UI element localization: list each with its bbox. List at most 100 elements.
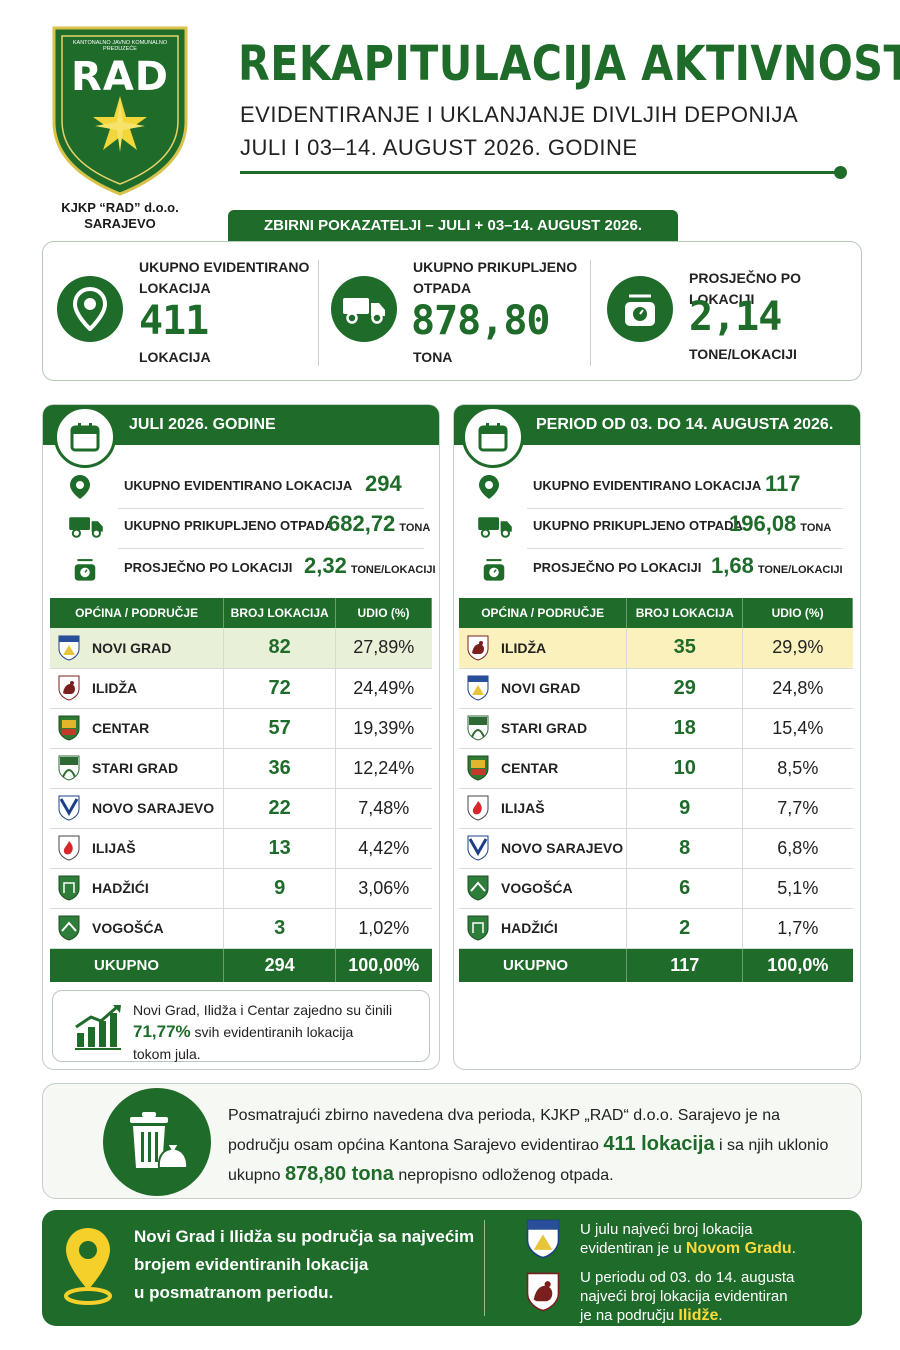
footer-august-line1: U periodu od 03. do 14. augusta <box>580 1269 795 1286</box>
table-row: HADŽIĆI 2 1,7% <box>459 908 853 949</box>
municipality-crest-icon <box>467 635 489 661</box>
municipality-crest-icon <box>58 835 80 861</box>
municipality-cell: VOGOŠĆA <box>459 868 627 909</box>
calendar-icon <box>462 406 524 468</box>
municipality-cell: NOVO SARAJEVO <box>459 828 627 869</box>
col-header-count: BROJ LOKACIJA <box>626 598 744 628</box>
municipality-name: ILIJAŠ <box>92 840 136 856</box>
table-header-row: OPĆINA / PODRUČJE BROJ LOKACIJA UDIO (%) <box>459 598 853 628</box>
july-note-line2: svih evidentiranih lokacija <box>190 1024 354 1040</box>
table-row: ILIJAŠ 13 4,42% <box>50 828 432 869</box>
share-cell: 7,48% <box>335 788 432 829</box>
municipality-name: HADŽIĆI <box>501 920 558 936</box>
org-name-line2: SARAJEVO <box>84 216 156 231</box>
municipality-cell: ILIDŽA <box>50 668 224 709</box>
july-table: OPĆINA / PODRUČJE BROJ LOKACIJA UDIO (%)… <box>50 598 432 982</box>
table-total-row: UKUPNO 294 100,00% <box>50 948 432 982</box>
august-stat-average-unit: TONE/LOKACIJI <box>757 564 843 576</box>
trash-bin-icon <box>103 1088 211 1196</box>
observation-part3: nepropisno odloženog otpada. <box>393 1167 614 1184</box>
municipality-cell: STARI GRAD <box>459 708 627 749</box>
august-stat-average-number: 1,68 <box>711 553 754 578</box>
table-row: ILIJAŠ 9 7,7% <box>459 788 853 829</box>
kpi-locations-value: 411 <box>139 298 209 344</box>
july-stat-average: PROSJEČNO PO LOKACIJI 2,32 TONE/LOKACIJI <box>52 550 436 586</box>
header-divider <box>240 171 838 174</box>
municipality-name: HADŽIĆI <box>92 880 149 896</box>
municipality-cell: ILIJAŠ <box>50 828 224 869</box>
municipality-name: NOVO SARAJEVO <box>92 800 215 816</box>
municipality-crest-icon <box>58 715 80 741</box>
footer-august-line2: najveći broj lokacija evidentiran <box>580 1288 788 1305</box>
july-heading: JULI 2026. GODINE <box>129 416 276 433</box>
total-count: 117 <box>626 948 743 982</box>
observation-part2: i sa njih uklonio ukupno <box>228 1137 829 1184</box>
footer-july-note: U julu najveći broj lokacija evidentiran… <box>580 1220 796 1258</box>
kpi-locations-label: UKUPNO EVIDENTIRANO LOKACIJA <box>139 257 309 299</box>
scale-icon <box>74 559 96 581</box>
table-row: NOVO SARAJEVO 22 7,48% <box>50 788 432 829</box>
footer-left-line1: Novi Grad i Ilidža su područja sa najveć… <box>134 1227 475 1246</box>
municipality-cell: CENTAR <box>50 708 224 749</box>
location-pin-icon <box>64 1228 112 1305</box>
municipality-cell: VOGOŠĆA <box>50 908 224 949</box>
table-row: HADŽIĆI 9 3,06% <box>50 868 432 909</box>
july-stat-average-unit: TONE/LOKACIJI <box>350 564 436 576</box>
stat-divider <box>527 548 843 549</box>
august-stat-locations: UKUPNO EVIDENTIRANO LOKACIJA 117 <box>461 468 851 504</box>
july-stat-locations-label: UKUPNO EVIDENTIRANO LOKACIJA <box>124 478 353 493</box>
municipality-cell: CENTAR <box>459 748 627 789</box>
august-stat-average-value: 1,68 TONE/LOKACIJI <box>711 553 843 579</box>
august-stat-waste-label: UKUPNO PRIKUPLJENO OTPADA <box>533 518 743 533</box>
kpi-separator <box>590 260 591 366</box>
kpi-waste-value: 878,80 <box>411 298 550 344</box>
municipality-name: VOGOŠĆA <box>92 920 164 936</box>
share-cell: 15,4% <box>742 708 853 749</box>
kpi-average-label: PROSJEČNO PO LOKACIJI <box>689 270 802 307</box>
municipality-name: NOVI GRAD <box>92 639 172 656</box>
footer-july-highlight: Novom Gradu <box>685 1240 792 1257</box>
share-cell: 24,49% <box>335 668 432 709</box>
footer-july-line1: U julu najveći broj lokacija <box>580 1221 753 1238</box>
share-cell: 4,42% <box>335 828 432 869</box>
truck-icon <box>331 276 397 342</box>
footer-august-line3: je na području <box>580 1307 679 1324</box>
truck-icon <box>69 517 103 538</box>
share-cell: 19,39% <box>335 708 432 749</box>
municipality-cell: ILIDŽA <box>459 628 627 669</box>
table-row: NOVI GRAD 82 27,89% <box>50 628 432 669</box>
location-count-cell: 13 <box>223 828 336 869</box>
location-count-cell: 57 <box>223 708 336 749</box>
total-share: 100,0% <box>742 948 853 982</box>
location-count-cell: 8 <box>626 828 743 869</box>
municipality-name: STARI GRAD <box>92 760 179 776</box>
table-header-row: OPĆINA / PODRUČJE BROJ LOKACIJA UDIO (%) <box>50 598 432 628</box>
july-note-percentage: 71,77% <box>133 1022 191 1041</box>
august-stat-waste-unit: TONA <box>800 522 832 534</box>
org-name: KJKP “RAD” d.o.o. SARAJEVO <box>40 200 200 232</box>
municipality-crest-icon <box>58 675 80 701</box>
summary-tab: ZBIRNI POKAZATELJI – JULI + 03–14. AUGUS… <box>228 210 678 242</box>
table-row: CENTAR 10 8,5% <box>459 748 853 789</box>
july-stat-average-value: 2,32 TONE/LOKACIJI <box>304 553 436 579</box>
august-stat-average-label: PROSJEČNO PO LOKACIJI <box>533 560 702 575</box>
footer-july-line2: evidentiran je u <box>580 1240 686 1257</box>
august-stat-waste-value: 196,08 TONA <box>729 511 831 537</box>
kpi-separator <box>318 260 319 366</box>
truck-icon <box>478 517 512 538</box>
observation-tons: 878,80 tona <box>284 1163 394 1185</box>
august-stat-waste: UKUPNO PRIKUPLJENO OTPADA 196,08 TONA <box>461 508 851 544</box>
municipality-name: ILIDŽA <box>92 680 138 696</box>
july-note-text: Novi Grad, Ilidža i Centar zajedno su či… <box>133 999 392 1065</box>
municipality-cell: STARI GRAD <box>50 748 224 789</box>
august-table: OPĆINA / PODRUČJE BROJ LOKACIJA UDIO (%)… <box>459 598 853 982</box>
col-header-share: UDIO (%) <box>335 598 432 628</box>
municipality-crest-icon <box>467 915 489 941</box>
calendar-icon <box>54 406 116 468</box>
municipality-cell: NOVI GRAD <box>459 668 627 709</box>
location-count-cell: 10 <box>626 748 743 789</box>
footer-left-line2: brojem evidentiranih lokacija <box>134 1255 369 1274</box>
observation-locations: 411 lokacija <box>603 1133 715 1155</box>
location-count-cell: 3 <box>223 908 336 949</box>
total-count: 294 <box>223 948 336 982</box>
